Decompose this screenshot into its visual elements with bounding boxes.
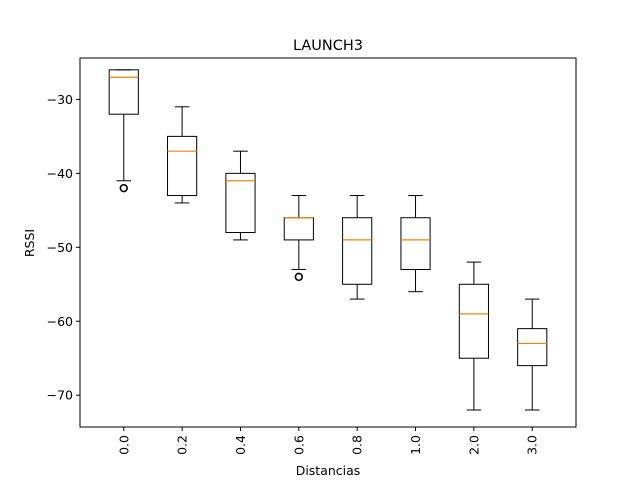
outlier-point [294, 272, 304, 282]
x-tick-label: 0.6 [291, 435, 306, 455]
x-tick-label: 0.8 [350, 435, 365, 455]
x-tick-label: 0.2 [175, 435, 190, 455]
y-axis-label: RSSI [22, 229, 37, 257]
box-iqr [517, 328, 548, 367]
x-tick-label: 2.0 [466, 435, 481, 455]
x-tick-label: 3.0 [525, 435, 540, 455]
chart-title: LAUNCH3 [293, 38, 363, 54]
y-tick-label: −70 [47, 388, 73, 403]
y-tick-label: −60 [47, 314, 73, 329]
x-tick-label: 0.0 [116, 435, 131, 455]
box-iqr [400, 217, 431, 270]
x-axis-label: Distancias [296, 463, 361, 478]
box-iqr [342, 217, 373, 285]
box-iqr [167, 135, 198, 197]
y-tick-label: −50 [47, 240, 73, 255]
outlier-point [119, 183, 128, 193]
x-tick-label: 1.0 [408, 435, 423, 455]
box-iqr [458, 283, 489, 359]
plot-area: −70 −60 −50 −40 −30 0.0 0.2 0.4 0.6 0.8 1.0 2.0 3.0 [47, 69, 548, 455]
y-tick-label: −40 [47, 166, 73, 181]
y-tick-label: −30 [47, 92, 73, 107]
x-tick-label: 0.4 [233, 435, 248, 455]
box-iqr [108, 69, 139, 115]
box-iqr [225, 172, 256, 234]
plot-frame [79, 57, 577, 428]
